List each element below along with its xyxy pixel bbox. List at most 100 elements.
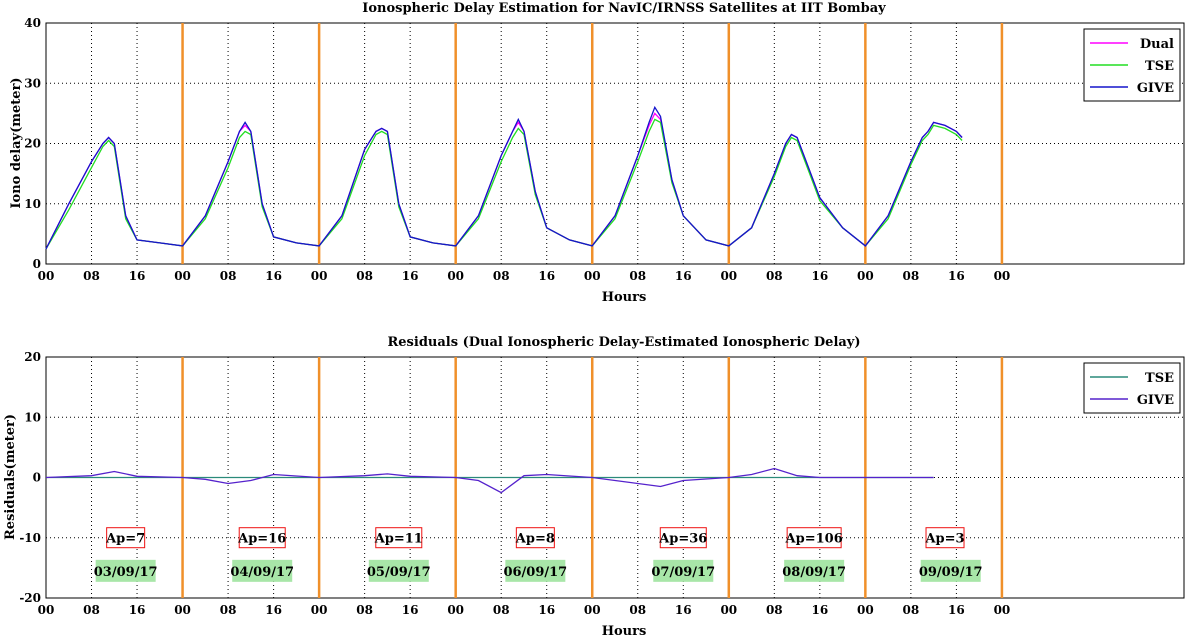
date-label: 06/09/17 <box>503 565 567 580</box>
y-tick-label: 20 <box>24 137 41 151</box>
x-axis-label: Hours <box>602 290 647 305</box>
date-label: 04/09/17 <box>230 565 294 580</box>
x-tick-label: 08 <box>493 603 510 617</box>
x-tick-label: 16 <box>129 603 146 617</box>
x-tick-label: 16 <box>675 269 692 283</box>
x-tick-label: 08 <box>83 603 100 617</box>
y-tick-label: 10 <box>24 410 41 424</box>
x-tick-label: 00 <box>994 269 1011 283</box>
x-tick-label: 16 <box>402 603 419 617</box>
legend-box <box>1083 362 1181 414</box>
y-tick-label: 20 <box>24 350 41 364</box>
date-label: 05/09/17 <box>367 565 431 580</box>
legend-label-tse: TSE <box>1145 371 1174 386</box>
ap-label: Ap=8 <box>515 532 555 547</box>
ap-label: Ap=7 <box>105 532 145 547</box>
x-tick-label: 00 <box>38 269 55 283</box>
y-tick-label: 40 <box>24 16 41 30</box>
ap-box <box>106 527 146 549</box>
y-tick-label: -10 <box>19 531 41 545</box>
date-label: 09/09/17 <box>919 565 983 580</box>
x-tick-label: 00 <box>38 603 55 617</box>
x-tick-labels: 00 08 16 00 08 16 00 08 16 00 08 16 00 08 16 00 08 16 00 08… <box>38 603 1011 617</box>
x-tick-label: 00 <box>584 603 601 617</box>
x-tick-label: 08 <box>356 603 373 617</box>
x-tick-label: 00 <box>857 269 874 283</box>
date-box <box>784 559 845 582</box>
date-label: 07/09/17 <box>651 565 715 580</box>
iono-delay-panel: Ionospheric Delay Estimation for NavIC/I… <box>9 1 1185 305</box>
date-box <box>95 559 156 582</box>
ap-label: Ap=36 <box>658 532 707 547</box>
date-box <box>368 559 429 582</box>
x-tick-label: 00 <box>174 269 191 283</box>
x-tick-label: 16 <box>948 603 965 617</box>
x-tick-label: 08 <box>766 269 783 283</box>
date-label: 08/09/17 <box>782 565 846 580</box>
date-box <box>653 559 714 582</box>
legend: TSE GIVE <box>1083 362 1181 414</box>
y-tick-labels: 0 10 20 30 40 <box>24 16 41 271</box>
x-tick-label: 16 <box>538 269 555 283</box>
x-tick-label: 08 <box>629 269 646 283</box>
x-axis-label: Hours <box>602 624 647 638</box>
x-tick-label: 16 <box>811 603 828 617</box>
series-give-line <box>45 467 934 494</box>
ap-box <box>786 527 842 549</box>
x-tick-label: 00 <box>720 269 737 283</box>
ap-label: Ap=3 <box>924 532 964 547</box>
legend-label-tse: TSE <box>1145 59 1174 74</box>
x-tick-label: 16 <box>538 603 555 617</box>
ap-box <box>375 527 423 549</box>
y-tick-label: 10 <box>24 197 41 211</box>
x-tick-label: 08 <box>629 603 646 617</box>
x-tick-label: 00 <box>174 603 191 617</box>
ap-label: Ap=11 <box>374 532 423 547</box>
x-tick-label: 00 <box>311 603 328 617</box>
x-tick-label: 16 <box>811 269 828 283</box>
x-tick-label: 16 <box>948 269 965 283</box>
x-tick-label: 16 <box>265 603 282 617</box>
x-tick-label: 00 <box>447 269 464 283</box>
x-tick-label: 08 <box>903 603 920 617</box>
series-lines <box>45 467 934 494</box>
x-tick-label: 08 <box>766 603 783 617</box>
date-box <box>232 559 293 582</box>
x-tick-label: 16 <box>675 603 692 617</box>
x-tick-label: 08 <box>220 603 237 617</box>
ap-box <box>238 527 286 549</box>
ap-label: Ap=16 <box>237 532 286 547</box>
y-tick-label: -20 <box>19 591 41 605</box>
y-axis-label: Iono delay(meter) <box>9 77 24 208</box>
x-tick-label: 08 <box>220 269 237 283</box>
legend: Dual TSE GIVE <box>1083 28 1181 102</box>
y-axis-label: Residuals(meter) <box>3 414 18 540</box>
x-tick-label: 08 <box>493 269 510 283</box>
ap-label: Ap=106 <box>785 532 843 547</box>
series-tse-line <box>45 118 963 250</box>
x-tick-label: 00 <box>447 603 464 617</box>
x-tick-label: 00 <box>994 603 1011 617</box>
y-tick-label: 0 <box>33 471 41 485</box>
x-tick-label: 00 <box>720 603 737 617</box>
legend-label-give: GIVE <box>1137 393 1174 408</box>
legend-label-give: GIVE <box>1137 81 1174 96</box>
series-lines <box>45 105 963 250</box>
date-box <box>505 559 566 582</box>
x-tick-label: 16 <box>265 269 282 283</box>
y-tick-label: 0 <box>33 257 41 271</box>
ap-box <box>515 527 555 549</box>
ap-box <box>925 527 965 549</box>
date-label: 03/09/17 <box>94 565 158 580</box>
x-tick-label: 16 <box>129 269 146 283</box>
ap-box <box>659 527 707 549</box>
series-give-line <box>45 105 963 250</box>
x-tick-label: 08 <box>903 269 920 283</box>
y-tick-labels: -20 -10 0 10 20 <box>19 350 41 605</box>
x-tick-label: 00 <box>584 269 601 283</box>
annotations: Ap=7 Ap=16 Ap=11 Ap=8 Ap=36 Ap=106 Ap=3 03/09/1… <box>94 527 983 582</box>
x-tick-label: 08 <box>83 269 100 283</box>
date-box <box>920 559 981 582</box>
chart-title: Ionospheric Delay Estimation for NavIC/I… <box>362 1 886 16</box>
